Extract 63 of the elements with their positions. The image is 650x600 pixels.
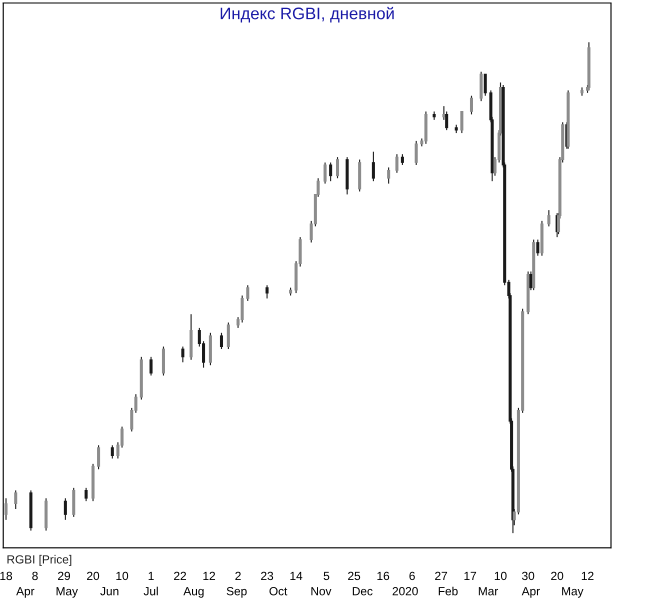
x2-tick-label: Jun — [100, 587, 118, 596]
x-tick-label: 8 — [32, 572, 38, 580]
x-tick-label: 12 — [203, 572, 216, 580]
candlestick — [372, 151, 375, 182]
x2-tick-label: Mar — [478, 587, 498, 596]
x-tick-label: 10 — [494, 572, 507, 580]
chart-title: Индекс RGBI, дневной — [220, 6, 394, 23]
x-tick-label: 14 — [290, 572, 302, 580]
candlestick — [460, 110, 464, 134]
candlestick — [64, 498, 67, 520]
x2-tick-label: May — [562, 587, 584, 598]
x2-tick-label: Oct — [269, 587, 288, 596]
x2-tick-label: Dec — [352, 587, 373, 596]
x-tick-label: 20 — [87, 572, 100, 580]
candlestick — [4, 498, 8, 520]
x2-tick-label: Aug — [183, 587, 204, 598]
candlestick — [240, 294, 244, 324]
x-tick-label: 2 — [235, 572, 241, 580]
candlestick — [266, 284, 269, 300]
x-tick-label: 18 — [0, 572, 12, 580]
candlestick — [226, 322, 230, 350]
candlestick — [220, 332, 224, 350]
candlestick — [181, 346, 184, 363]
x-tick-label: 16 — [377, 572, 390, 580]
x-tick-label: 30 — [522, 572, 534, 580]
candlestick — [414, 140, 418, 166]
x-tick-label: 12 — [582, 572, 594, 580]
candlestick — [14, 490, 18, 510]
candlestick — [547, 210, 550, 227]
x2-tick-label: Apr — [16, 587, 34, 598]
candlestick — [387, 166, 390, 184]
x2-tick-label: Nov — [311, 587, 332, 596]
x-tick-label: 27 — [435, 572, 448, 580]
text: RGBI [Price] — [7, 554, 72, 566]
x2-tick-label: Jul — [144, 586, 158, 596]
candlestick — [329, 162, 332, 182]
x-tick-label: 1 — [148, 572, 154, 580]
x-tick-label: 25 — [348, 572, 360, 580]
candlestick — [246, 284, 250, 302]
candlestick — [336, 156, 340, 179]
x2-tick-label: May — [56, 587, 78, 598]
candlestick — [150, 356, 153, 376]
candlestick — [324, 162, 327, 184]
candlestick — [470, 95, 474, 115]
candlestick — [110, 444, 114, 460]
x-tick-label: 20 — [551, 572, 564, 580]
x2-tick-label: Feb — [438, 586, 458, 596]
candlestick — [395, 154, 398, 174]
candlestick — [97, 444, 100, 470]
x-tick-label: 17 — [464, 572, 476, 580]
x2-tick-label: Apr — [522, 587, 540, 598]
candlestick — [400, 154, 404, 166]
candlestick — [536, 239, 540, 256]
x2-tick-label: Sep — [226, 587, 247, 598]
candlestick — [84, 487, 88, 502]
candlestick — [484, 74, 487, 96]
x-tick-label: 23 — [261, 572, 274, 580]
x-tick-label: 22 — [174, 572, 186, 580]
x-tick-label: 29 — [58, 572, 70, 580]
x-tick-label: 5 — [324, 572, 330, 580]
x2-tick-label: 2020 — [392, 587, 418, 596]
x-tick-label: 10 — [116, 572, 128, 580]
x-tick-label: 6 — [409, 572, 415, 580]
